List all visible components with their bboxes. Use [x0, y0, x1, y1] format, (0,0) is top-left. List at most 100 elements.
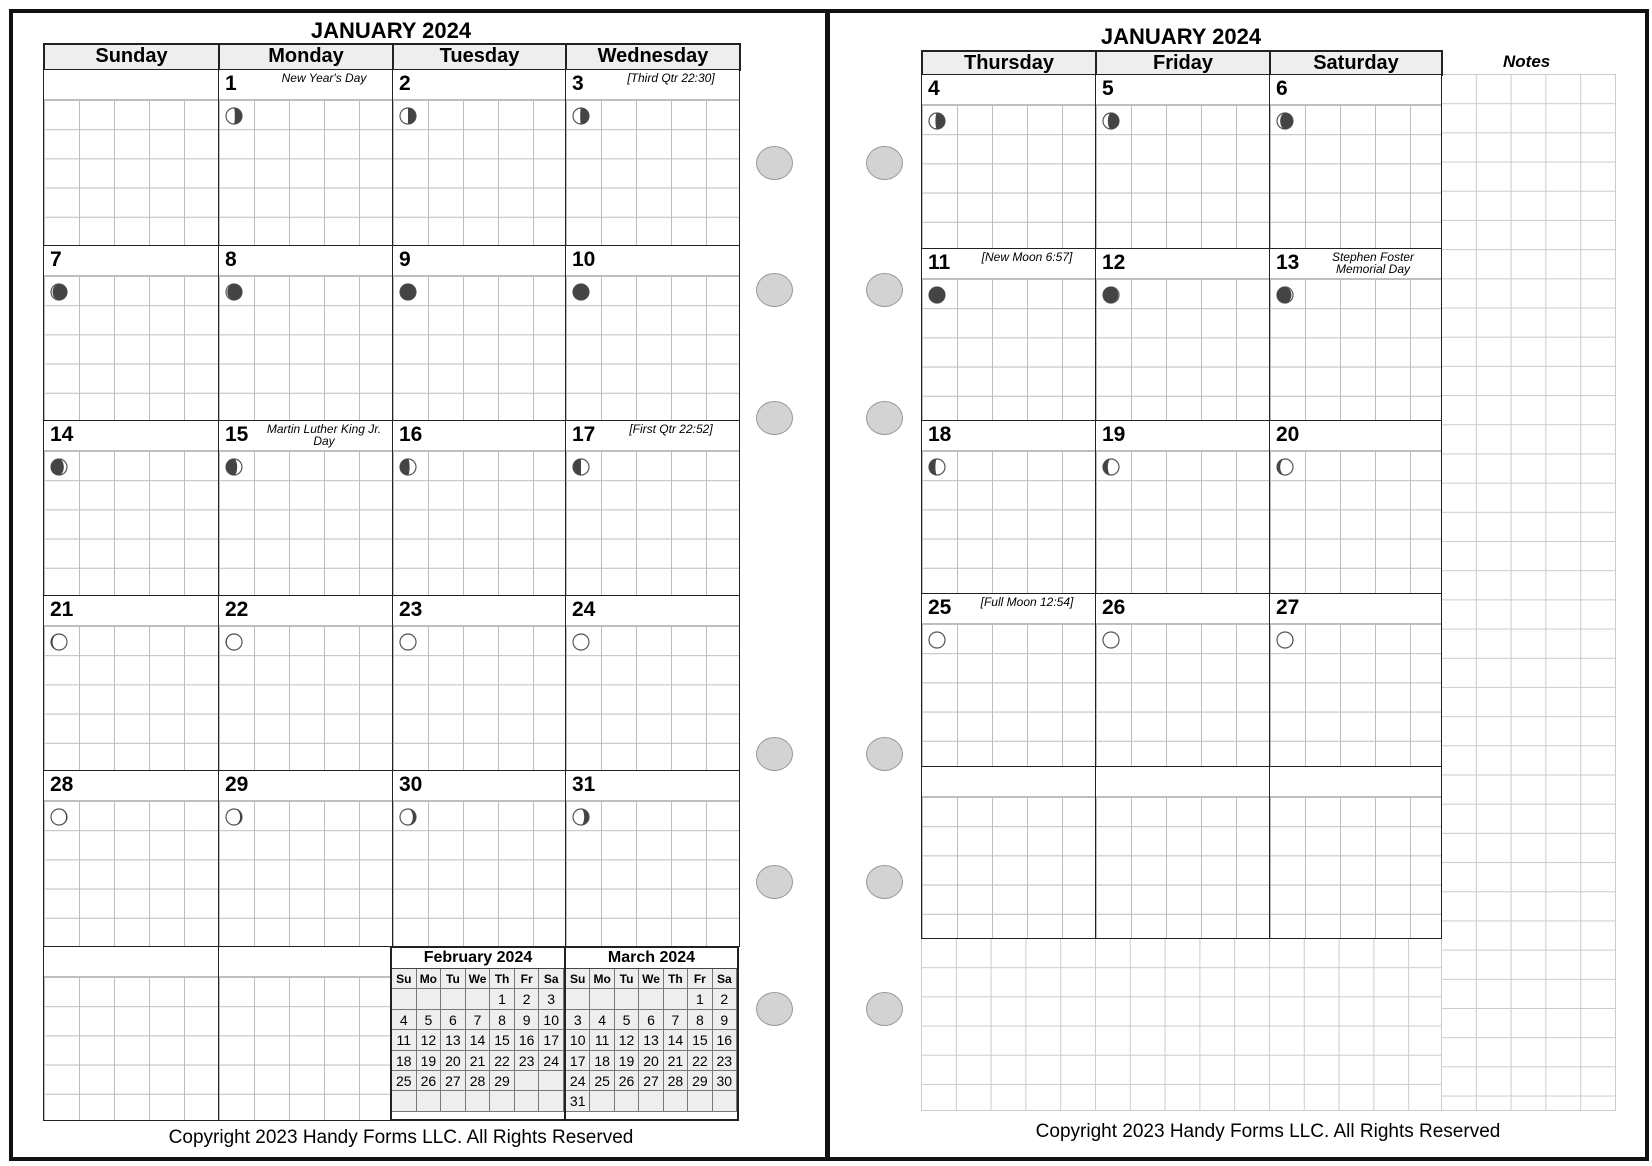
day-cell-20[interactable]: 20: [1269, 420, 1442, 594]
mini-calendar-day[interactable]: 16: [514, 1030, 540, 1051]
empty-day-cell[interactable]: [1095, 766, 1270, 939]
day-cell-9[interactable]: 9: [392, 245, 566, 421]
mini-calendar-day[interactable]: 20: [441, 1050, 466, 1071]
day-cell-1[interactable]: 1 New Year's Day: [218, 69, 393, 246]
mini-calendar-day[interactable]: 27: [441, 1070, 466, 1092]
mini-calendar-day[interactable]: 1: [490, 989, 515, 1010]
mini-calendar-day[interactable]: 3: [566, 1009, 591, 1031]
mini-calendar-day[interactable]: 11: [392, 1030, 417, 1051]
mini-calendar-day[interactable]: 12: [614, 1030, 640, 1051]
day-cell-29[interactable]: 29: [218, 770, 393, 947]
empty-day-cell[interactable]: [1269, 766, 1442, 939]
mini-calendar-day[interactable]: 21: [663, 1050, 689, 1071]
day-cell-3[interactable]: 3 [Third Qtr 22:30]: [565, 69, 740, 246]
mini-calendar-day[interactable]: 27: [639, 1070, 664, 1092]
day-cell-11[interactable]: 11 [New Moon 6:57]: [921, 248, 1096, 421]
day-cell-28[interactable]: 28: [43, 770, 219, 947]
mini-calendar-day[interactable]: 5: [416, 1009, 442, 1031]
mini-calendar-day[interactable]: 13: [639, 1030, 664, 1051]
day-cell-10[interactable]: 10: [565, 245, 740, 421]
mini-calendar-day[interactable]: 21: [465, 1050, 491, 1071]
mini-calendar-day[interactable]: 18: [392, 1050, 417, 1071]
day-cell-13[interactable]: 13 Stephen Foster Memorial Day: [1269, 248, 1442, 421]
mini-calendar-day[interactable]: 13: [441, 1030, 466, 1051]
day-cell-31[interactable]: 31: [565, 770, 740, 947]
mini-calendar-day[interactable]: 14: [465, 1030, 491, 1051]
empty-day-cell[interactable]: [218, 946, 393, 1121]
day-cell-22[interactable]: 22: [218, 595, 393, 771]
mini-calendar-day[interactable]: 26: [416, 1070, 442, 1092]
day-cell-18[interactable]: 18: [921, 420, 1096, 594]
empty-day-cell[interactable]: [43, 946, 219, 1121]
mini-calendar-day[interactable]: 20: [639, 1050, 664, 1071]
mini-calendar-day[interactable]: 29: [688, 1070, 713, 1092]
mini-calendar-day[interactable]: 29: [490, 1070, 515, 1092]
notes-area[interactable]: [1441, 74, 1616, 1111]
day-cell-25[interactable]: 25 [Full Moon 12:54]: [921, 593, 1096, 767]
day-cell-16[interactable]: 16: [392, 420, 566, 596]
mini-calendar-day[interactable]: 15: [688, 1030, 713, 1051]
mini-calendar-day[interactable]: 2: [514, 989, 540, 1010]
mini-calendar-day[interactable]: 14: [663, 1030, 689, 1051]
mini-calendar-day[interactable]: 9: [514, 1009, 540, 1031]
mini-calendar-day[interactable]: 3: [539, 989, 564, 1010]
day-cell-26[interactable]: 26: [1095, 593, 1270, 767]
bottom-notes-grid[interactable]: [921, 938, 1442, 1111]
mini-calendar-day[interactable]: 5: [614, 1009, 640, 1031]
day-cell-2[interactable]: 2: [392, 69, 566, 246]
mini-calendar-day[interactable]: 1: [688, 989, 713, 1010]
mini-calendar-day[interactable]: 8: [490, 1009, 515, 1031]
mini-calendar-day[interactable]: 2: [712, 989, 737, 1010]
mini-calendar-day[interactable]: 6: [639, 1009, 664, 1031]
empty-day-cell[interactable]: [921, 766, 1096, 939]
mini-calendar-day[interactable]: 30: [712, 1070, 737, 1092]
day-cell-12[interactable]: 12: [1095, 248, 1270, 421]
mini-calendar-day[interactable]: 28: [663, 1070, 689, 1092]
mini-calendar-day[interactable]: 25: [590, 1070, 615, 1092]
mini-calendar-day[interactable]: 19: [416, 1050, 442, 1071]
day-number: 23: [399, 598, 423, 621]
mini-calendar-day[interactable]: 19: [614, 1050, 640, 1071]
mini-calendar-day[interactable]: 10: [539, 1009, 564, 1031]
mini-calendar-day[interactable]: 22: [688, 1050, 713, 1071]
day-cell-21[interactable]: 21: [43, 595, 219, 771]
mini-calendar-day[interactable]: 25: [392, 1070, 417, 1092]
day-cell-15[interactable]: 15 Martin Luther King Jr. Day: [218, 420, 393, 596]
day-cell-14[interactable]: 14: [43, 420, 219, 596]
day-cell-19[interactable]: 19: [1095, 420, 1270, 594]
day-cell-4[interactable]: 4: [921, 74, 1096, 249]
mini-calendar-day[interactable]: 16: [712, 1030, 737, 1051]
mini-calendar-day[interactable]: 15: [490, 1030, 515, 1051]
mini-calendar-day[interactable]: 24: [566, 1070, 591, 1092]
mini-calendar-day[interactable]: 31: [566, 1091, 591, 1112]
mini-calendar-day[interactable]: 4: [392, 1009, 417, 1031]
day-cell-23[interactable]: 23: [392, 595, 566, 771]
day-cell-6[interactable]: 6: [1269, 74, 1442, 249]
mini-calendar-day[interactable]: 17: [539, 1030, 564, 1051]
mini-calendar-day[interactable]: 26: [614, 1070, 640, 1092]
day-cell-5[interactable]: 5: [1095, 74, 1270, 249]
mini-calendar-day[interactable]: 18: [590, 1050, 615, 1071]
mini-calendar-day[interactable]: 10: [566, 1030, 591, 1051]
mini-calendar-day[interactable]: 23: [712, 1050, 737, 1071]
mini-calendar-day[interactable]: 7: [663, 1009, 689, 1031]
mini-calendar-day[interactable]: 12: [416, 1030, 442, 1051]
day-cell-24[interactable]: 24: [565, 595, 740, 771]
day-cell-27[interactable]: 27: [1269, 593, 1442, 767]
mini-calendar-day[interactable]: 7: [465, 1009, 491, 1031]
day-cell-7[interactable]: 7: [43, 245, 219, 421]
mini-calendar-day[interactable]: 9: [712, 1009, 737, 1031]
day-cell-17[interactable]: 17 [First Qtr 22:52]: [565, 420, 740, 596]
mini-calendar-day[interactable]: 4: [590, 1009, 615, 1031]
mini-calendar-day[interactable]: 24: [539, 1050, 564, 1071]
mini-calendar-day[interactable]: 6: [441, 1009, 466, 1031]
mini-calendar-day[interactable]: 23: [514, 1050, 540, 1071]
day-cell-8[interactable]: 8: [218, 245, 393, 421]
mini-calendar-day[interactable]: 11: [590, 1030, 615, 1051]
day-cell-30[interactable]: 30: [392, 770, 566, 947]
empty-day-cell[interactable]: [43, 69, 219, 246]
mini-calendar-day[interactable]: 22: [490, 1050, 515, 1071]
mini-calendar-day[interactable]: 17: [566, 1050, 591, 1071]
mini-calendar-day[interactable]: 28: [465, 1070, 491, 1092]
mini-calendar-day[interactable]: 8: [688, 1009, 713, 1031]
